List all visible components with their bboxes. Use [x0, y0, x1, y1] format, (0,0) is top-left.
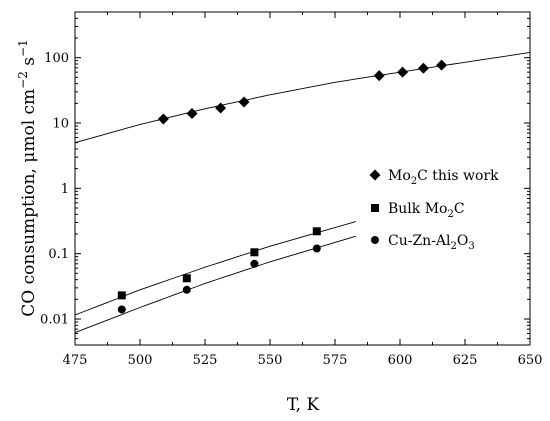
data-point-square — [117, 291, 126, 300]
data-point-diamond — [417, 62, 429, 74]
legend-marker-diamond — [369, 169, 381, 181]
legend-label-mo2c-this-work: Mo2C this work — [388, 168, 499, 187]
data-point-square — [312, 227, 321, 236]
x-tick-label: 550 — [258, 353, 283, 368]
data-point-square — [250, 248, 259, 257]
legend-item-cu-zn-al2o3: Cu-Zn-Al2O3 — [388, 233, 475, 252]
x-tick-label: 525 — [193, 353, 218, 368]
data-point-square — [182, 274, 191, 283]
legend-item-mo2c-this-work: Mo2C this work — [388, 168, 499, 187]
legend-label-cu-zn-al2o3: Cu-Zn-Al2O3 — [388, 233, 475, 252]
data-point-diamond — [436, 59, 448, 71]
x-tick-label: 600 — [388, 353, 413, 368]
y-tick-label: 0.1 — [48, 247, 69, 262]
data-point-diamond — [215, 102, 227, 114]
x-tick-label: 650 — [518, 353, 543, 368]
y-tick-label: 100 — [44, 51, 69, 66]
data-point-circle — [182, 285, 191, 294]
fit-curve-1 — [74, 221, 356, 316]
x-tick-label: 500 — [128, 353, 153, 368]
y-axis-title: CO consumption, μmol cm−2 s−1 — [16, 39, 39, 316]
x-tick-label: 475 — [63, 353, 88, 368]
data-markers — [117, 59, 448, 314]
axis-labels: T, K CO consumption, μmol cm−2 s−1 — [16, 39, 319, 415]
y-tick-label: 10 — [52, 117, 69, 132]
data-point-diamond — [238, 96, 250, 108]
legend-marker-square — [371, 204, 379, 212]
data-point-circle — [312, 244, 321, 253]
fit-curve-2 — [74, 235, 356, 333]
x-tick-label: 575 — [323, 353, 348, 368]
axes-layer: 475 500 525 550 575 600 625 650 0.01 0.1 1 10 100 — [40, 11, 543, 368]
data-point-diamond — [157, 113, 169, 125]
fit-curves — [74, 52, 531, 333]
legend-item-bulk-mo2c: Bulk Mo2C — [388, 201, 465, 220]
x-tick-label: 625 — [453, 353, 478, 368]
data-point-diamond — [397, 66, 409, 78]
y-tick-label: 0.01 — [40, 313, 69, 328]
data-point-diamond — [186, 107, 198, 119]
fit-curve-0 — [74, 52, 531, 144]
y-tick-label: 1 — [61, 182, 69, 197]
legend-label-bulk-mo2c: Bulk Mo2C — [388, 201, 465, 220]
x-axis-title: T, K — [287, 395, 320, 415]
data-point-circle — [117, 305, 126, 314]
data-point-circle — [250, 259, 259, 268]
legend: Mo2C this work Bulk Mo2C Cu-Zn-Al2O3 — [369, 168, 499, 252]
legend-marker-circle — [371, 236, 379, 244]
data-point-diamond — [373, 70, 385, 82]
